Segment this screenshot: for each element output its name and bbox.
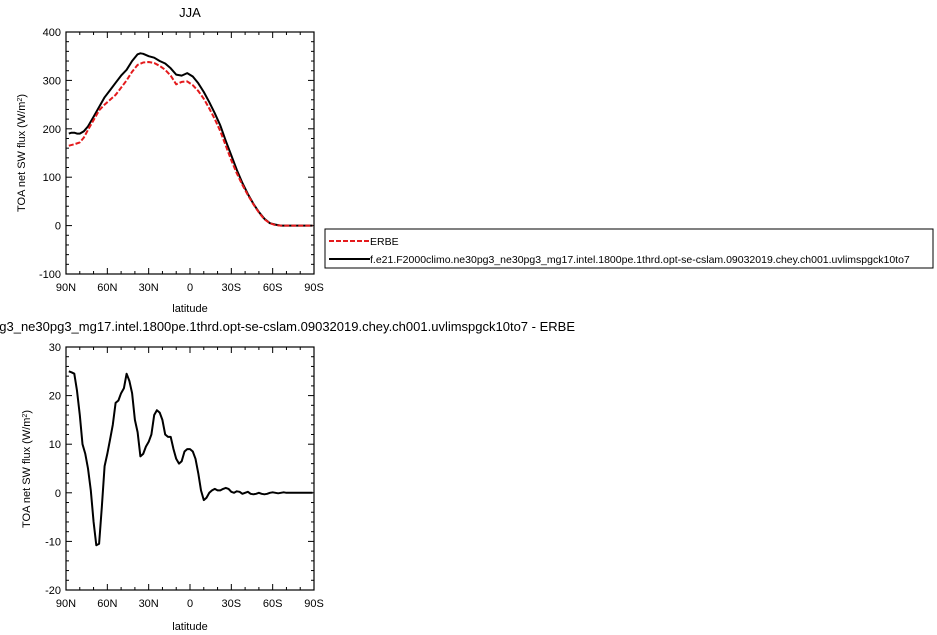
- legend: ERBE f.e21.F2000climo.ne30pg3_ne30pg3_mg…: [324, 228, 934, 269]
- bottom-y-tick-label: 20: [49, 391, 61, 403]
- top-series-line-erbe: [68, 61, 313, 227]
- bottom-y-tick-label: 0: [55, 488, 61, 500]
- bottom-x-axis-title: latitude: [172, 621, 207, 633]
- top-x-tick-label: 0: [187, 282, 193, 294]
- legend-label-erbe: ERBE: [370, 236, 399, 248]
- top-x-tick-label: 60N: [97, 282, 117, 294]
- bottom-x-tick-label: 90N: [56, 598, 76, 610]
- top-x-tick-label: 30N: [139, 282, 159, 294]
- bottom-y-tick-label: 30: [49, 342, 61, 354]
- top-y-tick-label: 300: [43, 75, 61, 87]
- bottom-series-line-model: [68, 370, 313, 547]
- top-axis-group: 90N 60N 30N 0 30S 60S 90S -100 0 100 200 300 400: [39, 27, 324, 294]
- bottom-series-group: [68, 370, 313, 547]
- top-y-tick-label: 0: [55, 221, 61, 233]
- bottom-y-tick-label: 10: [49, 439, 61, 451]
- bottom-chart-title: f.e21.F2000climo.ne30pg3_ne30pg3_mg17.in…: [0, 319, 575, 334]
- top-y-tick-label: -100: [39, 269, 61, 281]
- top-y-axis-title-close: ): [16, 94, 28, 98]
- bottom-plot-frame: [65, 346, 315, 591]
- top-series-line-model: [68, 52, 313, 227]
- bottom-y-axis-title: TOA net SW flux (W/m2): [21, 410, 33, 528]
- top-series-group: [68, 52, 313, 227]
- bottom-y-axis-title-main: TOA net SW flux (W/m: [21, 418, 33, 528]
- bottom-x-tick-label: 60N: [97, 598, 117, 610]
- bottom-y-axis-title-close: ): [21, 410, 33, 414]
- top-plot-frame: [65, 31, 315, 275]
- top-y-axis-title-superscript: 2: [17, 98, 24, 102]
- top-x-tick-label: 90S: [304, 282, 324, 294]
- bottom-x-tick-label: 90S: [304, 598, 324, 610]
- top-y-tick-label: 100: [43, 172, 61, 184]
- top-chart-title: JJA: [179, 5, 201, 20]
- bottom-x-tick-label: 30S: [222, 598, 242, 610]
- legend-box: [324, 228, 934, 269]
- bottom-y-tick-label: -10: [45, 536, 61, 548]
- top-x-tick-label: 90N: [56, 282, 76, 294]
- bottom-x-tick-label: 0: [187, 598, 193, 610]
- bottom-y-tick-label: -20: [45, 585, 61, 597]
- bottom-axis-group: 90N 60N 30N 0 30S 60S 90S -20 -10 0 10 20 30: [45, 342, 324, 610]
- top-x-tick-label: 30S: [222, 282, 242, 294]
- top-y-tick-label: 200: [43, 124, 61, 136]
- top-y-tick-label: 400: [43, 27, 61, 39]
- top-y-axis-title-main: TOA net SW flux (W/m: [16, 102, 28, 212]
- top-x-tick-label: 60S: [263, 282, 283, 294]
- bottom-x-tick-label: 60S: [263, 598, 283, 610]
- bottom-y-axis-title-superscript: 2: [22, 414, 29, 418]
- top-x-axis-title: latitude: [172, 303, 207, 315]
- bottom-panel: f.e21.F2000climo.ne30pg3_ne30pg3_mg17.in…: [0, 319, 575, 633]
- bottom-x-tick-label: 30N: [139, 598, 159, 610]
- top-panel: JJA 90N 60N 30N 0 30S 60S 90S -100 0 100 200 300 400…: [16, 5, 324, 315]
- legend-label-model: f.e21.F2000climo.ne30pg3_ne30pg3_mg17.in…: [370, 254, 910, 266]
- top-y-axis-title: TOA net SW flux (W/m2): [16, 94, 28, 212]
